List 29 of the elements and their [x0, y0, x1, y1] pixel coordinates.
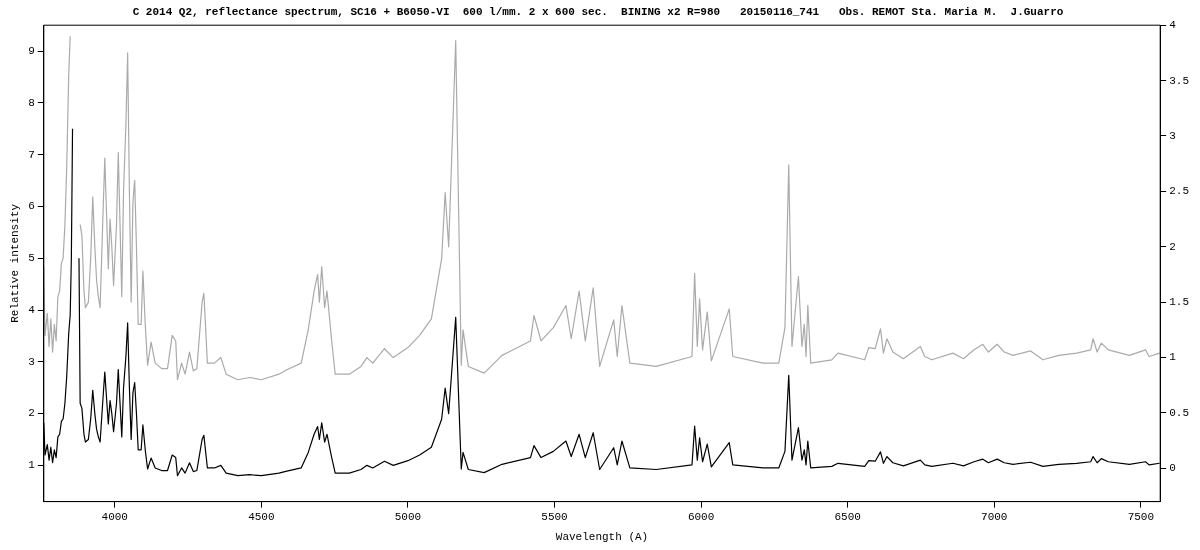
y-tick-label: 5 [28, 252, 35, 265]
y2-tick-label: 4 [1169, 19, 1177, 32]
x-tick-label: 5000 [394, 511, 422, 524]
y2-tick-label: 0 [1169, 462, 1176, 475]
x-tick-label: 7000 [981, 511, 1008, 524]
y-tick-label: 6 [28, 200, 35, 213]
x-tick-label: 6500 [834, 511, 861, 524]
y-tick-label: 3 [28, 355, 35, 368]
y2-tick-label: 2.5 [1169, 185, 1190, 198]
y-tick-label: 7 [28, 148, 35, 161]
x-tick-label: 4500 [248, 511, 275, 524]
y-axis-title: Relative intensity [8, 203, 21, 323]
y2-tick-label: 2 [1169, 240, 1176, 253]
y2-tick-label: 0.5 [1169, 406, 1190, 419]
y2-tick-label: 1 [1169, 351, 1177, 364]
y2-tick-label: 1.5 [1169, 296, 1190, 309]
y2-tick-label: 3.5 [1169, 74, 1190, 87]
x-tick-label: 7500 [1127, 511, 1155, 524]
y-tick-label: 1 [28, 459, 36, 472]
y-tick-label: 9 [28, 45, 35, 57]
x-tick-label: 5500 [541, 511, 568, 524]
chart-title: C 2014 Q2, reflectance spectrum, SC16 + B6050-VI 600 l/mm. 2 x 600 sec. BINING x2 R=980 20150116_741 Obs. REMOT Sta. Maria M. J.Guarro [132, 6, 1064, 19]
y-tick-label: 8 [28, 96, 35, 109]
x-axis-title: Wavelength (A) [555, 531, 649, 544]
x-tick-label: 4000 [101, 511, 128, 524]
x-tick-label: 6000 [687, 511, 715, 524]
y-tick-label: 4 [28, 303, 36, 316]
y2-tick-label: 3 [1169, 129, 1176, 142]
y-tick-label: 2 [28, 407, 35, 420]
